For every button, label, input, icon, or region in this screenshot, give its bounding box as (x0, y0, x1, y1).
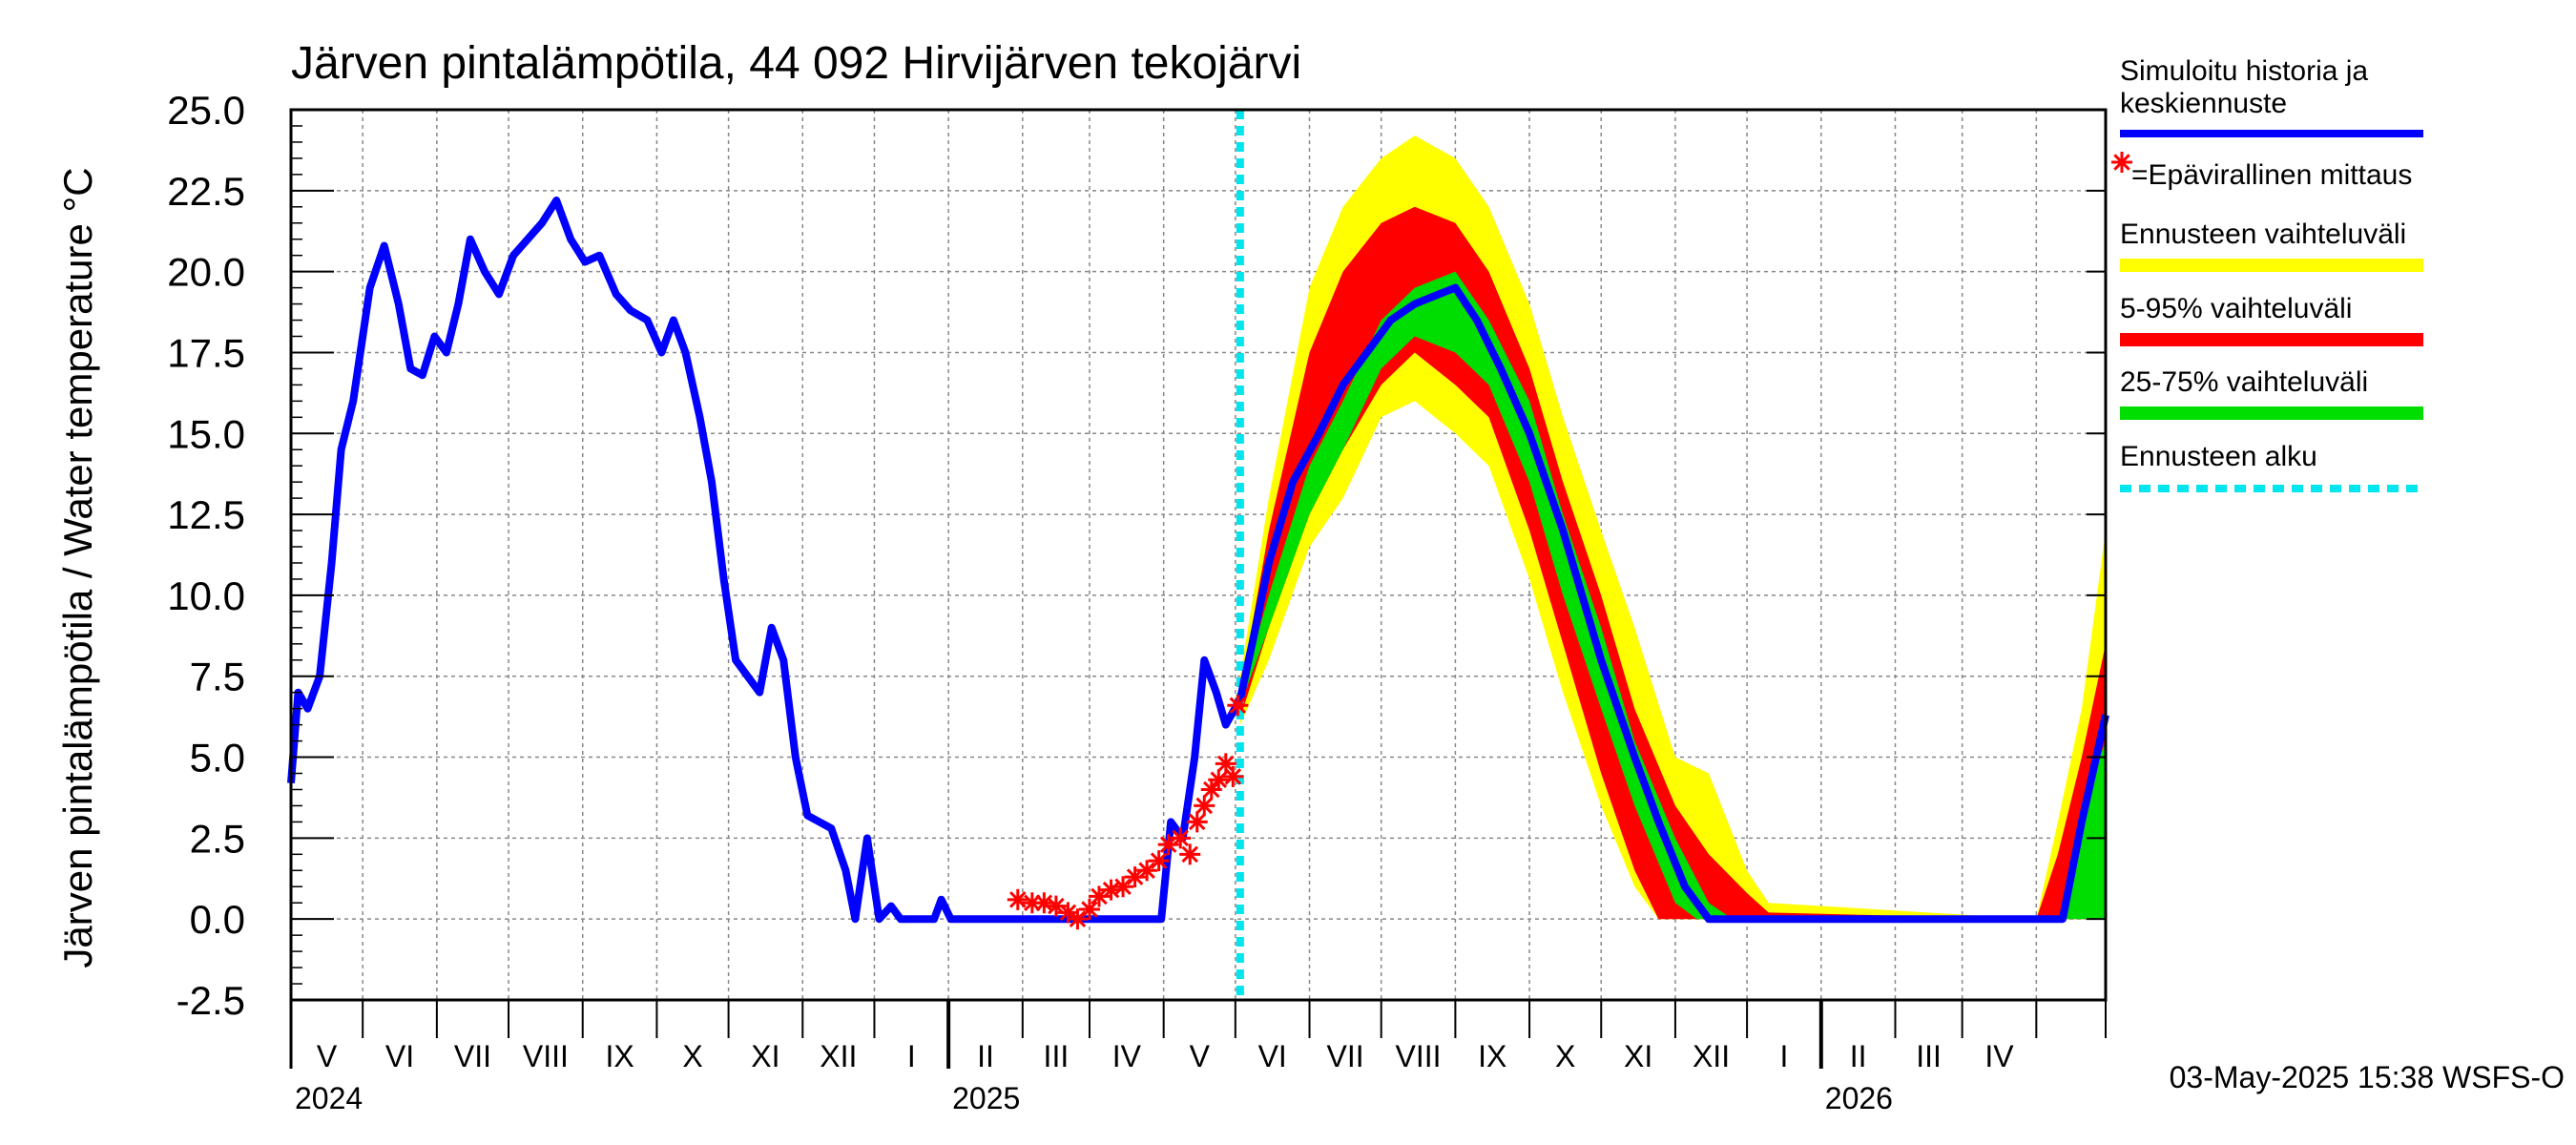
legend-label: =Epävirallinen mittaus (2131, 159, 2412, 191)
y-tick-label: 15.0 (167, 411, 245, 456)
month-label: VII (1327, 1039, 1364, 1073)
measurement-point (1078, 899, 1100, 921)
y-tick-label: -2.5 (177, 978, 245, 1023)
legend-label: Ennusteen vaihteluväli (2120, 219, 2406, 250)
y-tick-label: 12.5 (167, 492, 245, 537)
legend-label: 5-95% vaihteluväli (2120, 293, 2352, 324)
measurement-point (1227, 695, 1249, 717)
month-label: VIII (523, 1039, 569, 1073)
month-label: X (682, 1039, 702, 1073)
month-label: II (977, 1039, 994, 1073)
legend-label: 25-75% vaihteluväli (2120, 366, 2368, 398)
y-tick-label: 25.0 (167, 88, 245, 133)
measurement-point (1067, 908, 1089, 930)
month-label: IV (1112, 1039, 1142, 1073)
legend-label: keskiennuste (2120, 88, 2287, 119)
month-label: III (1044, 1039, 1070, 1073)
month-label: XII (1693, 1039, 1730, 1073)
measurement-point (1170, 827, 1192, 849)
y-tick-label: 5.0 (190, 736, 245, 781)
measurement-point (1179, 843, 1201, 865)
month-label: XI (1624, 1039, 1652, 1073)
y-tick-label: 20.0 (167, 250, 245, 295)
month-label: IX (1478, 1039, 1506, 1073)
legend-label: Simuloitu historia ja (2120, 55, 2368, 87)
month-label: XII (820, 1039, 857, 1073)
year-label: 2025 (952, 1081, 1020, 1115)
month-label: I (1780, 1039, 1789, 1073)
axis-labels: 25.0 22.5 20.0 17.5 15.0 12.5 10.0 7.5 5.0 2.5 0.0… (167, 88, 2014, 1115)
series-line-history (287, 197, 2109, 924)
measurement-point (1021, 892, 1043, 914)
grid (291, 109, 2107, 1001)
series-lines (287, 110, 2109, 1000)
y-tick-label: 17.5 (167, 330, 245, 375)
month-label: VI (385, 1039, 414, 1073)
month-label: VIII (1396, 1039, 1442, 1073)
y-tick-label: 22.5 (167, 169, 245, 214)
month-label: VI (1258, 1039, 1287, 1073)
month-label: III (1916, 1039, 1942, 1073)
measurement-point (1057, 902, 1079, 924)
measurement-point (1186, 811, 1208, 833)
legend-star (2111, 152, 2132, 173)
measurement-point (1136, 860, 1158, 882)
chart-title: Järven pintalämpötila, 44 092 Hirvijärve… (291, 38, 1301, 89)
month-label: V (317, 1039, 338, 1073)
measurement-points (1007, 695, 1249, 930)
y-tick-label: 0.0 (190, 897, 245, 942)
year-label: 2024 (295, 1081, 363, 1115)
axes (289, 108, 2108, 1069)
measurement-point (1112, 876, 1134, 898)
measurement-point (1007, 888, 1028, 910)
year-label: 2026 (1825, 1081, 1893, 1115)
legend-label: Ennusteen alku (2120, 441, 2317, 472)
measurement-point (1148, 850, 1170, 872)
band-5-95 (1239, 206, 2106, 920)
month-label: X (1555, 1039, 1575, 1073)
month-label: II (1850, 1039, 1867, 1073)
y-tick-label: 7.5 (190, 655, 245, 699)
footer-timestamp: 03-May-2025 15:38 WSFS-O (2170, 1060, 2565, 1094)
y-tick-label: 10.0 (167, 573, 245, 618)
measurement-point (1222, 765, 1244, 787)
month-label: XI (751, 1039, 779, 1073)
month-label: VII (454, 1039, 491, 1073)
month-label: IV (1984, 1039, 2014, 1073)
month-label: V (1190, 1039, 1211, 1073)
forecast-bands (1239, 135, 2106, 920)
y-tick-label: 2.5 (190, 816, 245, 861)
plot-frame (289, 108, 2108, 1002)
measurement-point (1208, 769, 1230, 791)
measurement-point (1194, 795, 1215, 817)
month-label: I (907, 1039, 916, 1073)
month-label: IX (605, 1039, 634, 1073)
y-axis-label: Järven pintalämpötila / Water temperatur… (55, 167, 100, 968)
